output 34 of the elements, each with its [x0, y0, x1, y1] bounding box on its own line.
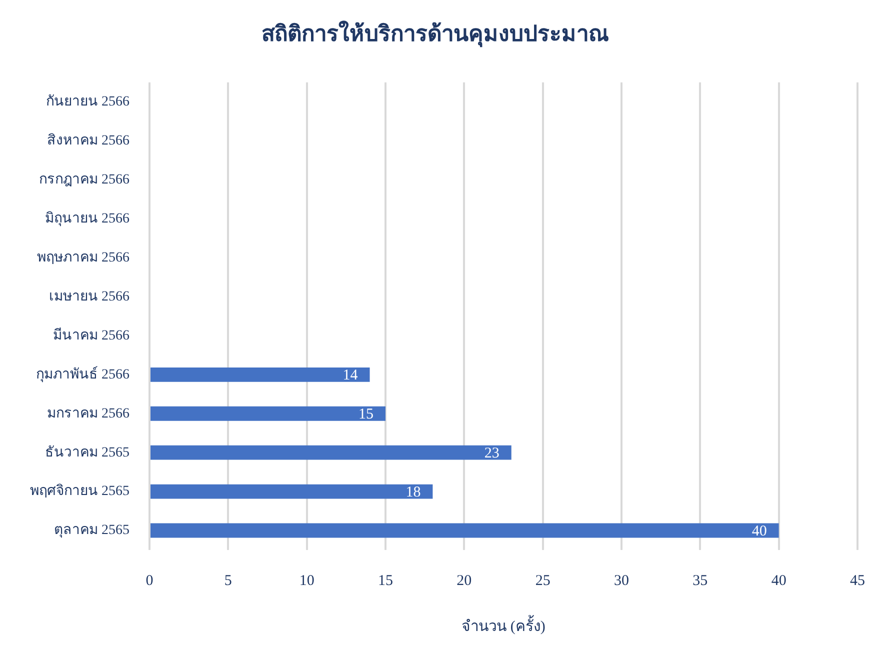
y-tick-label: ตุลาคม 2565	[54, 523, 130, 538]
y-tick-label: มีนาคม 2566	[53, 327, 130, 344]
bar	[150, 523, 779, 538]
x-axis-title: จำนวน (ครั้ง)	[462, 614, 546, 635]
bar	[150, 367, 370, 382]
y-tick-label: ธันวาคม 2565	[45, 445, 130, 460]
x-tick-label: 40	[771, 572, 786, 589]
y-tick-label: กุมภาพันธ์ 2566	[36, 365, 130, 382]
y-tick-label: มิถุนายน 2566	[45, 211, 130, 226]
y-tick-label: เมษายน 2566	[49, 289, 130, 304]
y-tick-label: กันยายน 2566	[46, 94, 130, 110]
x-tick-label: 25	[535, 572, 550, 589]
data-label: 40	[752, 523, 767, 540]
x-tick-label: 30	[614, 572, 629, 589]
chart-title: สถิติการให้บริการด้านคุมงบประมาณ	[262, 20, 608, 48]
y-tick-label: พฤศจิกายน 2565	[30, 484, 130, 500]
bar	[150, 445, 512, 460]
data-label: 23	[484, 446, 500, 462]
data-label: 14	[342, 368, 358, 384]
x-tick-label: 15	[378, 572, 393, 589]
data-label: 18	[406, 484, 421, 500]
y-tick-label: มกราคม 2566	[47, 406, 130, 422]
y-tick-label: สิงหาคม 2566	[47, 134, 130, 149]
x-tick-label: 35	[692, 572, 708, 589]
data-label: 15	[358, 406, 374, 423]
x-tick-label: 5	[224, 572, 232, 589]
bar	[150, 484, 433, 499]
x-tick-label: 20	[456, 572, 472, 589]
bar	[150, 406, 386, 421]
x-tick-label: 0	[146, 572, 154, 589]
x-tick-label: 45	[850, 572, 865, 589]
x-tick-label: 10	[299, 572, 314, 589]
y-tick-label: กรกฎาคม 2566	[39, 172, 130, 188]
y-tick-label: พฤษภาคม 2566	[37, 250, 130, 266]
